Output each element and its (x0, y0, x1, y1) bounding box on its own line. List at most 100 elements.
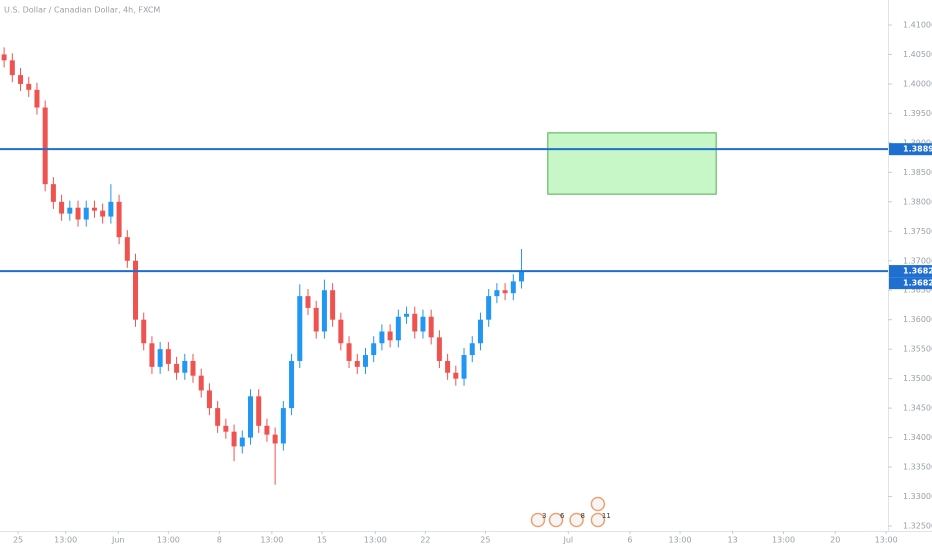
candle-body (313, 307, 319, 332)
y-tick-label: 1.32500 (903, 521, 932, 530)
candle-body (379, 331, 385, 344)
x-tick-label: 6 (627, 536, 632, 545)
candle-body (247, 396, 253, 438)
x-tick-label: 22 (420, 536, 430, 545)
chart-title: U.S. Dollar / Canadian Dollar, 4h, FXCM (4, 6, 160, 15)
x-tick-label: 20 (830, 536, 840, 545)
candle-body (206, 390, 212, 409)
y-tick-label: 1.36500 (903, 286, 932, 295)
candle-body (18, 75, 24, 84)
candle-body (50, 184, 56, 202)
candle-body (34, 89, 40, 108)
candle-body (83, 207, 89, 220)
last-price-box (889, 277, 932, 290)
candle-body (91, 207, 97, 211)
candle-body (354, 360, 360, 367)
candle-body (305, 296, 311, 308)
candle-body (428, 316, 434, 338)
event-label: 8 (581, 512, 585, 520)
x-tick-label: 13 (728, 536, 738, 545)
event-icon (590, 496, 606, 512)
candle-body (223, 425, 229, 432)
candle-body (404, 313, 410, 317)
candle-body (453, 372, 459, 379)
x-tick-label: 13:00 (364, 536, 387, 545)
candle-body (100, 210, 106, 217)
candle-body (461, 355, 467, 379)
x-tick-label: 25 (480, 536, 490, 545)
candle-body (502, 290, 508, 294)
level-label: 1.36825 (903, 267, 932, 276)
x-tick-label: 13:00 (875, 536, 898, 545)
candle-body (231, 431, 237, 447)
candle-body (108, 201, 114, 217)
y-tick-label: 1.41000 (903, 20, 932, 29)
y-tick-label: 1.38000 (903, 197, 932, 206)
y-tick-label: 1.38500 (903, 168, 932, 177)
candle-body (215, 408, 221, 426)
candle-body (133, 260, 139, 320)
candle-body (346, 343, 352, 361)
y-tick-label: 1.36000 (903, 315, 932, 324)
candle-body (141, 319, 147, 344)
candle-body (198, 375, 204, 391)
level-label: 1.38893 (903, 145, 932, 154)
candle-body (297, 296, 303, 361)
candle-body (59, 201, 65, 214)
candle-body (395, 316, 401, 341)
x-tick-label: 8 (217, 536, 222, 545)
candle-body (256, 396, 262, 426)
candle-body (469, 343, 475, 356)
y-tick-label: 1.33500 (903, 463, 932, 472)
level-label-box (889, 265, 932, 278)
target-zone (547, 132, 717, 195)
last-price-label: 1.36824 (903, 279, 932, 288)
y-tick-label: 1.35500 (903, 345, 932, 354)
y-tick-label: 1.34500 (903, 404, 932, 413)
event-icon (530, 512, 546, 528)
candle-body (157, 349, 163, 367)
x-tick-label: Jun (111, 536, 125, 545)
candle-body (436, 337, 442, 361)
level-label-box (889, 143, 932, 156)
candle-body (272, 434, 278, 444)
candle-body (9, 60, 15, 76)
x-tick-label: 13:00 (260, 536, 283, 545)
candle-body (387, 331, 393, 341)
y-tick-label: 1.39000 (903, 138, 932, 147)
candle-body (494, 290, 500, 297)
candle-body (280, 408, 286, 444)
candle-body (338, 319, 344, 344)
candle-body (190, 360, 196, 376)
candle-body (165, 349, 171, 364)
candle-body (149, 343, 155, 367)
candle-body (445, 360, 451, 373)
candle-body (510, 281, 516, 294)
y-tick-label: 1.34000 (903, 433, 932, 442)
event-label: 11 (602, 512, 611, 520)
y-tick-label: 1.33000 (903, 492, 932, 501)
candle-body (174, 363, 180, 373)
candle-body (330, 290, 336, 320)
candle-body (116, 201, 122, 238)
x-tick-label: 13:00 (669, 536, 692, 545)
y-tick-label: 1.37000 (903, 256, 932, 265)
x-tick-label: 13:00 (54, 536, 77, 545)
event-icon (590, 512, 606, 528)
candle-body (67, 207, 73, 214)
candle-body (182, 360, 188, 373)
candle-body (289, 360, 295, 409)
candle-body (519, 271, 525, 282)
y-tick-label: 1.35000 (903, 374, 932, 383)
candle-body (264, 425, 270, 435)
x-tick-label: Jul (563, 536, 574, 545)
x-tick-label: 13:00 (157, 536, 180, 545)
y-tick-label: 1.37500 (903, 227, 932, 236)
candle-body (239, 437, 245, 447)
candle-body (26, 83, 32, 90)
candle-body (420, 316, 426, 332)
candle-body (124, 237, 130, 261)
candle-body (321, 290, 327, 332)
